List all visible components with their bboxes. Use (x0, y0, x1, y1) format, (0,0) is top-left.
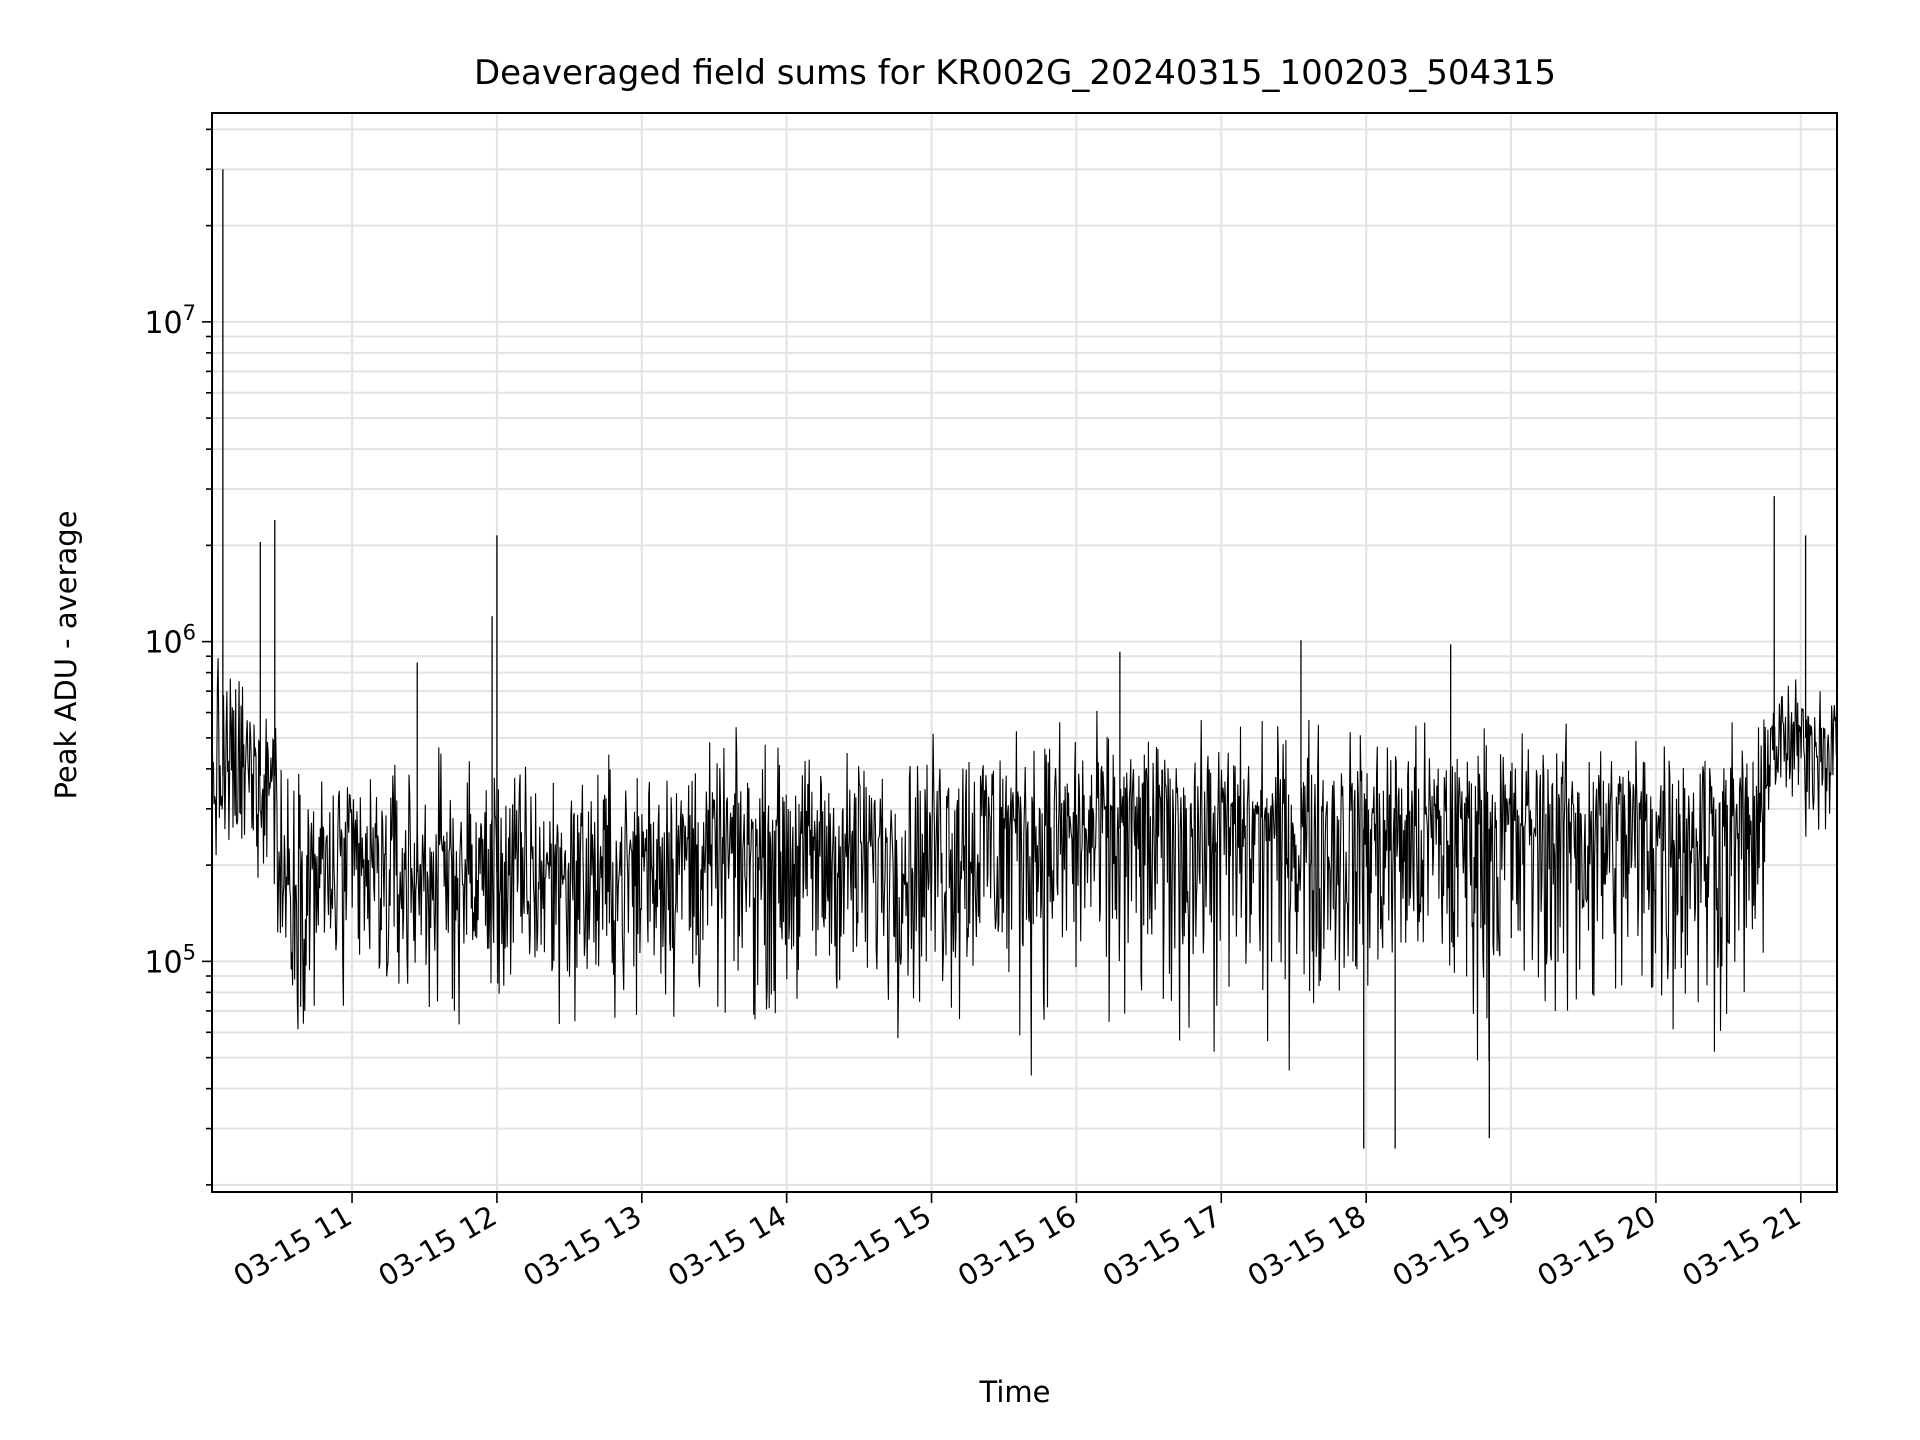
y-tick-label: 105 (144, 940, 196, 980)
chart-title: Deaveraged field sums for KR002G_2024031… (474, 53, 1556, 93)
y-tick-label: 107 (144, 301, 196, 341)
y-tick-label-base: 10 (144, 945, 182, 980)
y-tick-label-exponent: 7 (183, 301, 196, 325)
y-tick-label: 106 (144, 621, 196, 661)
y-tick-label-base: 10 (144, 306, 182, 341)
series-line (211, 169, 1838, 1149)
plot-frame (211, 112, 1838, 1193)
y-tick-label-exponent: 6 (183, 621, 196, 645)
x-axis-label: Time (979, 1375, 1051, 1409)
y-tick-label-exponent: 5 (183, 940, 196, 964)
y-axis-label: Peak ADU - average (49, 510, 83, 799)
y-tick-label-base: 10 (144, 626, 182, 661)
series-trace (211, 658, 1838, 1076)
